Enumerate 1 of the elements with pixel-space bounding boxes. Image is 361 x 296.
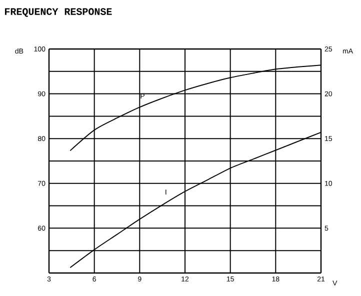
chart-title: FREQUENCY RESPONSE bbox=[5, 8, 112, 17]
